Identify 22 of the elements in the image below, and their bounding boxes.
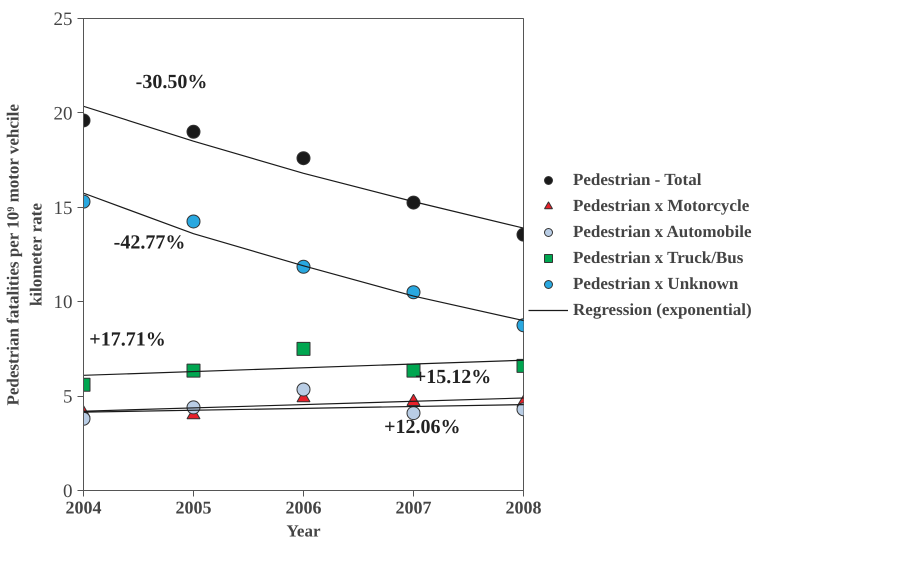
legend-label: Pedestrian x Unknown	[573, 274, 738, 294]
y-tick-label: 20	[54, 103, 72, 124]
y-axis-title: Pedestrian fatalities per 10⁹ motor vehcile kilometer rate	[4, 104, 46, 406]
annotation: +15.12%	[414, 366, 492, 388]
annotation: -42.77%	[114, 232, 186, 254]
x-tick-label: 2008	[506, 498, 542, 518]
legend-label: Pedestrian x Motorcycle	[573, 196, 750, 216]
x-tick-label: 2005	[176, 498, 212, 518]
legend-label: Pedestrian x Automobile	[573, 222, 752, 242]
x-tick-label: 2006	[286, 498, 322, 518]
legend-label: Regression (exponential)	[573, 300, 752, 320]
x-tick-label: 2007	[396, 498, 432, 518]
legend-label: Pedestrian x Truck/Bus	[573, 248, 744, 268]
annotation: -30.50%	[136, 71, 208, 94]
annotation: +12.06%	[384, 416, 461, 438]
y-tick-label: 15	[54, 198, 72, 219]
y-tick-label: 10	[54, 292, 72, 314]
y-tick-label: 5	[63, 386, 72, 408]
y-tick-label: 25	[54, 9, 72, 30]
annotation: +17.71%	[89, 328, 166, 350]
legend-label: Pedestrian - Total	[573, 170, 702, 190]
x-axis-title: Year	[286, 522, 321, 540]
